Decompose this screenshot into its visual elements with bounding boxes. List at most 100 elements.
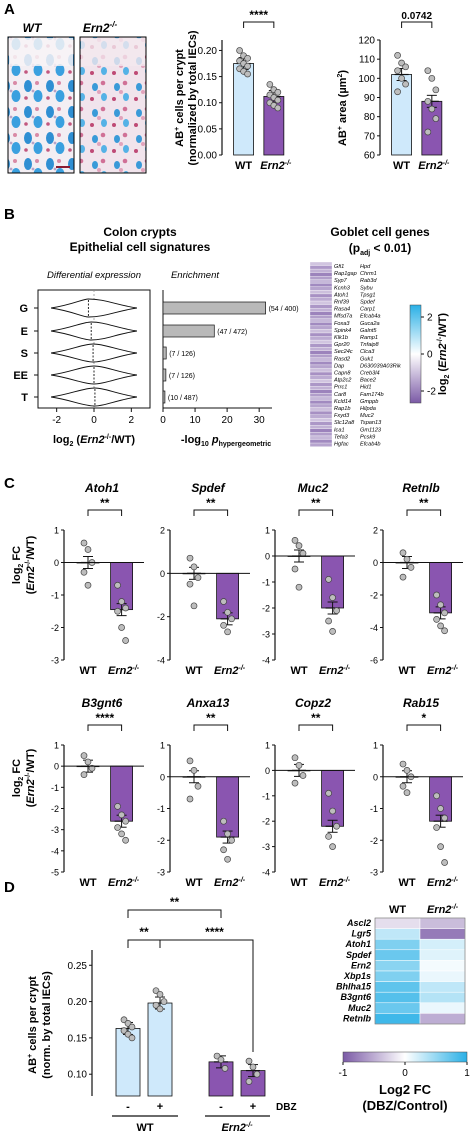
c-plot-atoh1: Atoh1 1 0 -1 -2 -3 ** WT Ern2-/- <box>51 481 144 677</box>
c-point <box>433 824 440 831</box>
violin-row-label: E <box>21 326 28 338</box>
heat-row-label: Atoh1 <box>345 939 372 949</box>
c-gene-title: Anxa13 <box>186 696 230 710</box>
a1-sig-label: **** <box>249 8 268 22</box>
heat-cell <box>419 981 466 993</box>
a1-bar-wt <box>233 63 255 156</box>
c-point <box>325 833 332 840</box>
heat-cell <box>419 1002 466 1014</box>
violin-row-label: EE <box>13 370 28 382</box>
c-point <box>329 628 336 635</box>
goblet-gene-label: Rap1b <box>334 406 350 412</box>
goblet-cell <box>309 290 333 295</box>
goblet-cell <box>309 268 333 273</box>
c-point <box>399 760 407 768</box>
d-bracket-top <box>127 909 222 918</box>
c-point <box>291 754 299 762</box>
goblet-cell <box>309 297 333 302</box>
c-tick-label: -1 <box>157 804 165 814</box>
c-sig-label: ** <box>206 711 216 725</box>
c-tick-label: 1 <box>54 526 59 536</box>
goblet-gene-label: Tefa3 <box>334 434 349 440</box>
a1-point <box>274 96 282 104</box>
d-point <box>156 990 164 998</box>
violin-row-label: T <box>21 392 28 404</box>
a2-tick-label: 70 <box>364 131 376 142</box>
heat-cell <box>419 928 466 940</box>
c-point <box>437 622 444 630</box>
goblet-cell <box>309 283 333 287</box>
goblet-gene-label: Tpsg1 <box>360 292 376 298</box>
c-xlabel-ko: Ern2-/- <box>319 877 351 889</box>
goblet-cell <box>309 354 333 358</box>
b-xlabel-right: -log10 phypergeometric <box>181 434 271 448</box>
panel-b-letter: B <box>4 206 15 223</box>
goblet-gene-label: Hgfac <box>334 442 349 448</box>
c-xlabel-wt: WT <box>79 665 96 677</box>
goblet-cell <box>309 293 333 298</box>
goblet-cell <box>309 364 333 369</box>
goblet-cell <box>309 261 333 266</box>
a2-bar-wt <box>391 74 413 156</box>
c-xlabel-ko: Ern2-/- <box>108 877 140 889</box>
c-sig-label: * <box>421 711 426 725</box>
goblet-cell <box>309 386 333 390</box>
enrich-bar <box>162 346 167 360</box>
c-tick-label: -2 <box>51 623 59 633</box>
enrich-xtick-label: 30 <box>254 415 266 426</box>
c-point <box>84 581 92 589</box>
goblet-cell <box>309 350 333 355</box>
goblet-gene-label: Rasa4 <box>334 307 350 313</box>
a2-point <box>424 97 432 105</box>
c-xlabel-wt: WT <box>79 877 96 889</box>
goblet-cell <box>309 400 333 405</box>
enrich-bar <box>162 368 167 382</box>
c-plot-muc2: Muc2 1 0 -1 -2 -3 -4 ** WT Ern2-/- <box>262 481 355 677</box>
c-xlabel-wt: WT <box>185 877 202 889</box>
goblet-gene-label: Foxa3 <box>334 321 350 327</box>
panel-a-letter: A <box>4 1 15 18</box>
chart-a-right: AB+ area (µm2) 60 70 80 90 100 110 120 0.0742 WT… <box>337 11 450 172</box>
heat-cell <box>419 991 466 1004</box>
goblet-gene-label: D630039A03Rik <box>360 363 402 369</box>
c-tick-label: -3 <box>262 630 270 640</box>
c-point <box>403 767 411 774</box>
d-dbz-sign: + <box>157 1101 163 1113</box>
heat-frame <box>374 917 466 1025</box>
a2-point <box>398 74 405 82</box>
goblet-gene-label: Fxyd3 <box>334 413 350 419</box>
c-sig-bracket <box>406 509 442 516</box>
heat-row-label: Xbp1s <box>343 971 371 981</box>
d-point <box>217 1056 225 1064</box>
a1-ylabel-line2: (normalized by total IECs) <box>187 30 199 165</box>
goblet-gene-label: Rap1gap <box>334 271 357 277</box>
c-point <box>122 637 129 644</box>
goblet-cell <box>309 315 333 319</box>
heat-cell <box>374 938 421 951</box>
c-ylabel2-row1: (Ern2-/-/WT) <box>25 535 37 594</box>
goblet-gene-label: Atp2c2 <box>333 378 352 384</box>
goblet-cell <box>309 322 333 327</box>
a2-point <box>394 51 401 59</box>
c-tick-label: -6 <box>370 656 378 666</box>
goblet-gene-label: Fam174b <box>360 392 384 398</box>
d-tick-label: 0.20 <box>68 997 88 1008</box>
goblet-gene-label: Gfi1 <box>334 264 344 270</box>
goblet-gene-label: Spdef <box>360 300 376 306</box>
c-tick-label: -2 <box>51 804 59 814</box>
c-sig-bracket <box>298 724 334 731</box>
goblet-cell <box>309 286 333 291</box>
a2-tick-label: 110 <box>359 55 375 66</box>
c-tick-label: -1 <box>262 791 270 801</box>
c-tick-label: -2 <box>370 836 378 846</box>
goblet-gene-label: Kcnh3 <box>334 285 351 291</box>
goblet-gene-label: Dap <box>334 363 344 369</box>
d-sig-left: ** <box>139 925 149 939</box>
d-point <box>221 1065 229 1072</box>
heat-row-label: Bhlha15 <box>336 982 372 992</box>
a2-point <box>428 105 436 113</box>
d-dbz-sign: + <box>250 1101 256 1113</box>
c-point <box>437 805 444 812</box>
c-point <box>291 779 299 787</box>
c-point <box>80 771 88 778</box>
